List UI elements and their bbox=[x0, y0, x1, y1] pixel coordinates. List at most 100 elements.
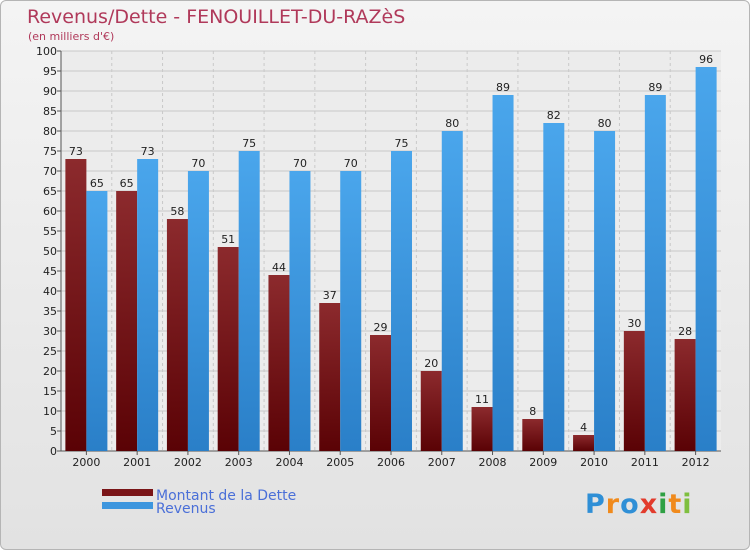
y-tick-label: 10 bbox=[43, 405, 57, 418]
data-label: 80 bbox=[598, 117, 612, 130]
bar-revenus bbox=[187, 171, 209, 451]
data-label: 75 bbox=[395, 137, 409, 150]
data-label: 37 bbox=[323, 289, 337, 302]
data-label: 73 bbox=[69, 145, 83, 158]
data-label: 44 bbox=[272, 261, 286, 274]
logo-letter: o bbox=[620, 489, 640, 520]
bar-revenus bbox=[594, 131, 616, 451]
bar-dette bbox=[420, 371, 442, 451]
x-tick-label: 2009 bbox=[529, 456, 557, 469]
bar-revenus bbox=[137, 159, 159, 451]
proxiti-logo: Proxiti bbox=[585, 489, 695, 525]
y-tick-label: 95 bbox=[43, 65, 57, 78]
bar-dette bbox=[471, 407, 493, 451]
y-tick-label: 15 bbox=[43, 385, 57, 398]
data-label: 8 bbox=[529, 405, 536, 418]
x-tick-label: 2008 bbox=[479, 456, 507, 469]
chart-subtitle: (en milliers d'€) bbox=[28, 30, 115, 43]
x-tick-label: 2001 bbox=[123, 456, 151, 469]
bar-revenus bbox=[492, 95, 514, 451]
data-label: 89 bbox=[648, 81, 662, 94]
bar-revenus bbox=[289, 171, 311, 451]
data-label: 11 bbox=[475, 393, 489, 406]
y-tick-label: 5 bbox=[50, 425, 57, 438]
data-label: 28 bbox=[678, 325, 692, 338]
data-label: 96 bbox=[699, 53, 713, 66]
y-tick-label: 100 bbox=[36, 45, 57, 58]
y-tick-label: 55 bbox=[43, 225, 57, 238]
y-tick-label: 60 bbox=[43, 205, 57, 218]
x-tick-label: 2011 bbox=[631, 456, 659, 469]
legend-label-dette: Montant de la Dette bbox=[156, 488, 296, 504]
bar-dette bbox=[573, 435, 595, 451]
x-tick-label: 2000 bbox=[72, 456, 100, 469]
y-tick-label: 65 bbox=[43, 185, 57, 198]
y-tick-label: 90 bbox=[43, 85, 57, 98]
data-label: 30 bbox=[627, 317, 641, 330]
bar-revenus bbox=[86, 191, 108, 451]
bar-revenus bbox=[543, 123, 565, 451]
data-label: 65 bbox=[90, 177, 104, 190]
y-tick-label: 25 bbox=[43, 345, 57, 358]
y-tick-label: 70 bbox=[43, 165, 57, 178]
data-label: 80 bbox=[445, 117, 459, 130]
data-label: 82 bbox=[547, 109, 561, 122]
y-tick-label: 20 bbox=[43, 365, 57, 378]
y-tick-label: 45 bbox=[43, 265, 57, 278]
logo-letter: r bbox=[605, 489, 621, 520]
legend-swatch-dette bbox=[102, 489, 153, 496]
x-tick-label: 2004 bbox=[275, 456, 303, 469]
x-tick-label: 2003 bbox=[225, 456, 253, 469]
y-tick-label: 35 bbox=[43, 305, 57, 318]
data-label: 20 bbox=[424, 357, 438, 370]
y-tick-label: 40 bbox=[43, 285, 57, 298]
bar-dette bbox=[268, 275, 290, 451]
logo-letter: x bbox=[639, 489, 659, 520]
data-label: 70 bbox=[293, 157, 307, 170]
data-label: 29 bbox=[374, 321, 388, 334]
x-tick-label: 2010 bbox=[580, 456, 608, 469]
x-tick-label: 2007 bbox=[428, 456, 456, 469]
bar-revenus bbox=[644, 95, 666, 451]
y-tick-label: 0 bbox=[50, 445, 57, 458]
bar-dette bbox=[166, 219, 188, 451]
y-tick-label: 30 bbox=[43, 325, 57, 338]
data-label: 89 bbox=[496, 81, 510, 94]
y-tick-label: 80 bbox=[43, 125, 57, 138]
bar-revenus bbox=[391, 151, 412, 451]
data-label: 70 bbox=[191, 157, 205, 170]
data-label: 73 bbox=[141, 145, 155, 158]
bar-revenus bbox=[340, 171, 362, 451]
data-label: 58 bbox=[170, 205, 184, 218]
data-label: 65 bbox=[120, 177, 134, 190]
bar-revenus bbox=[441, 131, 463, 451]
data-label: 51 bbox=[221, 233, 235, 246]
bar-dette bbox=[623, 331, 645, 451]
x-tick-label: 2006 bbox=[377, 456, 405, 469]
bar-dette bbox=[217, 247, 239, 451]
bar-dette bbox=[116, 191, 138, 451]
bar-dette bbox=[65, 159, 87, 451]
logo-letter: P bbox=[585, 489, 606, 520]
y-tick-label: 85 bbox=[43, 105, 57, 118]
y-tick-label: 50 bbox=[43, 245, 57, 258]
bar-revenus bbox=[695, 67, 717, 451]
x-tick-label: 2002 bbox=[174, 456, 202, 469]
bar-dette bbox=[370, 335, 391, 451]
bar-dette bbox=[674, 339, 696, 451]
x-tick-label: 2012 bbox=[682, 456, 710, 469]
data-label: 4 bbox=[580, 421, 587, 434]
x-tick-label: 2005 bbox=[326, 456, 354, 469]
bar-dette bbox=[319, 303, 341, 451]
chart-title: Revenus/Dette - FENOUILLET-DU-RAZèS bbox=[27, 6, 406, 28]
legend-swatch-revenus bbox=[102, 502, 153, 509]
bar-revenus bbox=[238, 151, 260, 451]
data-label: 70 bbox=[344, 157, 358, 170]
logo-letter: i bbox=[682, 489, 693, 520]
bars bbox=[65, 67, 717, 451]
bar-dette bbox=[522, 419, 544, 451]
data-label: 75 bbox=[242, 137, 256, 150]
